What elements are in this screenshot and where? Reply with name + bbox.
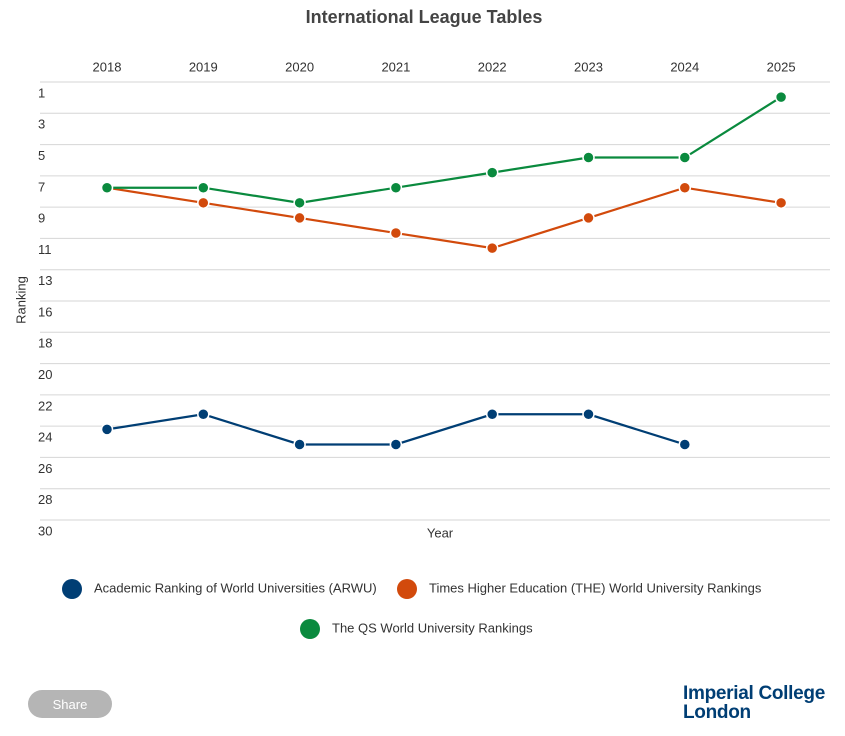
data-point: [582, 211, 595, 225]
share-label[interactable]: Share: [52, 696, 88, 712]
logo: Imperial College London: [683, 684, 825, 722]
data-point: [293, 196, 306, 210]
x-axis-title: Year: [427, 525, 454, 540]
share-button[interactable]: Share: [28, 690, 112, 718]
chart-title: International League Tables: [306, 7, 543, 27]
data-point: [389, 438, 403, 451]
legend-swatch: [62, 579, 82, 599]
data-point: [389, 226, 403, 240]
data-point: [100, 181, 114, 194]
data-point: [582, 408, 595, 421]
legend-swatch: [397, 579, 417, 599]
data-point: [197, 196, 210, 210]
data-point: [485, 408, 499, 421]
y-tick-label: 16: [38, 304, 52, 319]
legend-label: Academic Ranking of World Universities (…: [94, 580, 377, 595]
y-tick-label: 9: [38, 211, 45, 226]
data-point: [197, 181, 210, 194]
x-tick-label: 2021: [381, 59, 410, 74]
y-tick-label: 26: [38, 461, 52, 476]
x-tick-label: 2018: [93, 59, 122, 74]
y-tick-label: 18: [38, 336, 52, 351]
x-tick-label: 2020: [285, 59, 314, 74]
data-point: [678, 151, 692, 164]
x-tick-label: 2022: [478, 59, 507, 74]
data-point: [485, 166, 499, 179]
logo-line: London: [683, 702, 751, 723]
data-point: [774, 90, 788, 104]
y-tick-label: 3: [38, 117, 45, 132]
series-line: [107, 96, 782, 204]
data-point: [678, 438, 692, 451]
legend-label: Times Higher Education (THE) World Unive…: [429, 580, 762, 595]
data-point: [678, 181, 692, 194]
data-point: [389, 181, 403, 194]
data-point: [197, 408, 210, 421]
y-axis-title: Ranking: [13, 276, 28, 324]
y-tick-label: 1: [38, 85, 45, 100]
y-tick-label: 7: [38, 179, 45, 194]
data-point: [582, 151, 595, 164]
data-point: [774, 196, 788, 210]
legend-label: The QS World University Rankings: [332, 620, 533, 635]
y-tick-label: 5: [38, 148, 45, 163]
data-point: [293, 438, 306, 451]
y-tick-label: 30: [38, 523, 52, 538]
series-line: [106, 186, 782, 250]
x-tick-label: 2019: [189, 59, 218, 74]
legend-swatch: [300, 619, 320, 639]
y-tick-label: 28: [38, 492, 52, 507]
y-tick-label: 20: [38, 367, 52, 382]
y-tick-label: 24: [38, 430, 52, 445]
data-point: [293, 211, 306, 225]
logo-line: Imperial College: [683, 683, 825, 704]
y-tick-label: 11: [38, 242, 52, 257]
data-point: [100, 423, 114, 436]
chart: International League Tables Year Ranking…: [13, 7, 830, 639]
x-tick-label: 2025: [767, 59, 796, 74]
y-tick-label: 22: [38, 398, 52, 413]
data-point: [485, 241, 499, 255]
x-tick-label: 2024: [670, 59, 699, 74]
x-tick-label: 2023: [574, 59, 603, 74]
y-tick-label: 13: [38, 273, 52, 288]
